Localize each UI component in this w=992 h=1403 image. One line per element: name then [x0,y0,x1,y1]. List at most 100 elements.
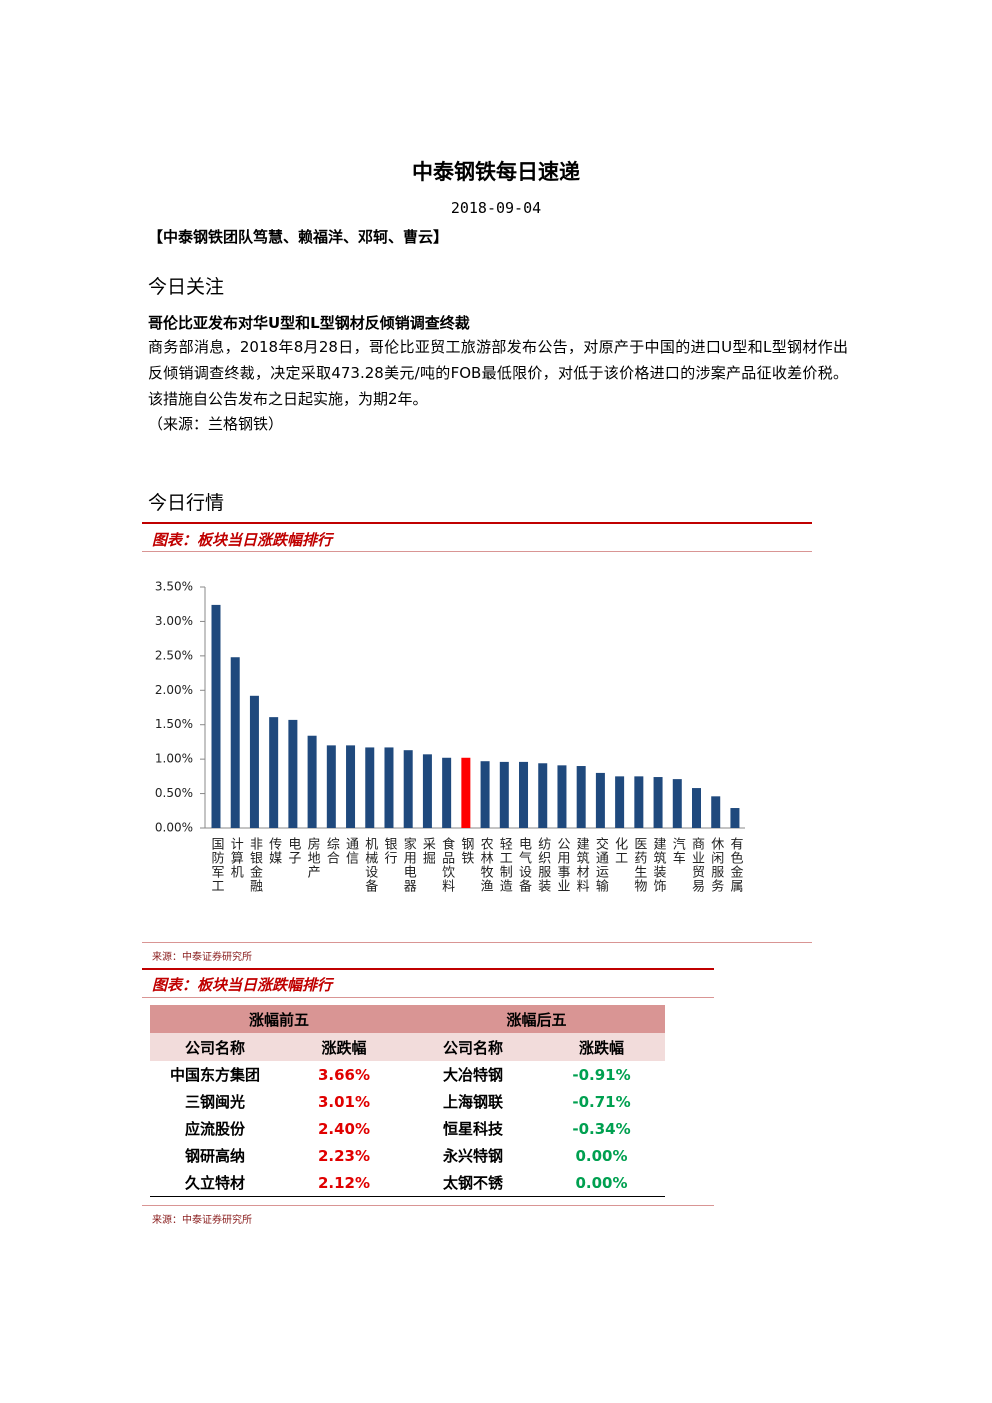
table: 涨幅前五 涨幅后五 公司名称 涨跌幅 公司名称 涨跌幅 中国东方集团 3.66% 大… [150,1005,665,1197]
section-heading: 今日关注 [148,276,225,298]
doc-title: 中泰钢铁每日速递 [412,160,580,184]
rule [142,968,714,970]
bar [672,779,682,828]
table-header: 涨幅前五 涨幅后五 [150,1005,665,1033]
company-cell: 上海钢联 [442,1093,503,1111]
company-cell: 三钢闽光 [184,1093,245,1111]
table-row: 钢研高纳 2.23% 永兴特钢 0.00% [150,1142,665,1169]
y-tick-label: 0.50% [155,786,193,800]
y-tick-label: 0.00% [155,821,193,835]
x-tick-label: 食品饮料 [439,836,455,893]
x-tick-label: 建筑材料 [574,837,590,893]
x-tick-label: 通信 [343,837,359,865]
x-tick-label: 公用事业 [554,837,570,893]
company-cell: 恒星科技 [442,1120,503,1138]
bar [615,776,625,828]
x-tick-label: 传媒 [266,837,282,865]
bar [461,757,471,828]
rule [142,997,714,998]
bar [692,788,701,828]
doc-date: 2018-09-04 [450,199,542,217]
bar [442,757,452,828]
y-tick-label: 2.00% [155,683,193,697]
table-row: 应流股份 2.40% 恒星科技 -0.34% [150,1115,665,1142]
bar [365,747,375,828]
bar [230,657,240,828]
table-row: 中国东方集团 3.66% 大冶特钢 -0.91% [150,1061,665,1088]
bar [422,754,432,828]
column-header: 公司名称 [408,1033,538,1061]
change-cell: -0.71% [572,1092,631,1111]
headline: 哥伦比亚发布对华U型和L型钢材反倾销调查终裁 [148,314,470,332]
x-tick-label: 计算机 [228,837,244,879]
x-tick-label: 汽车 [670,837,686,865]
x-tick-label: 交通运输 [593,836,609,893]
rule [142,522,812,524]
source: （来源：兰格钢铁） [148,415,284,433]
y-tick-label: 1.00% [155,752,193,766]
company-cell: 中国东方集团 [169,1066,260,1084]
company-cell: 久立特材 [184,1174,245,1192]
chart-source: 来源：中泰证券研究所 [152,952,252,963]
x-tick-label: 综合 [324,837,340,865]
y-tick-label: 1.50% [155,717,193,731]
bar [538,763,548,828]
change-cell: 3.01% [317,1092,371,1111]
bar [499,761,509,828]
bar [557,765,567,828]
bar [249,695,259,828]
rule [142,1205,714,1206]
group-header: 涨幅后五 [408,1005,665,1033]
x-tick-label: 电气设备 [516,837,532,893]
change-cell: 2.12% [317,1173,371,1192]
change-cell: 0.00% [575,1173,628,1192]
x-tick-label: 商业贸易 [689,837,705,893]
group-header: 涨幅前五 [150,1005,408,1033]
bar [480,761,490,828]
change-cell: 0.00% [575,1146,628,1165]
table-row: 三钢闽光 3.01% 上海钢联 -0.71% [150,1088,665,1115]
company-cell: 太钢不锈 [442,1174,503,1192]
x-tick-label: 非银金融 [247,837,263,893]
column-header: 公司名称 [150,1033,280,1061]
bar [519,761,529,828]
x-tick-label: 家用电器 [401,836,417,893]
bar [730,808,740,828]
change-cell: 3.66% [317,1065,371,1084]
x-tick-label: 电子 [285,837,301,865]
change-cell: -0.91% [572,1065,631,1084]
rule [142,551,812,552]
company-cell: 永兴特钢 [442,1147,503,1165]
x-tick-label: 钢铁 [458,837,474,865]
column-header: 涨跌幅 [280,1033,408,1061]
paragraph: 商务部消息，2018年8月28日，哥伦比亚贸工旅游部发布公告，对原产于中国的进口… [148,338,848,408]
x-tick-label: 有色金属 [727,837,743,893]
section-heading: 今日行情 [148,492,225,514]
x-tick-label: 国防军工 [209,837,225,893]
x-tick-label: 房地产 [305,836,321,879]
company-cell: 大冶特钢 [442,1066,503,1084]
y-tick-label: 2.50% [155,648,193,662]
x-tick-label: 轻工制造 [497,837,513,893]
change-cell: 2.40% [317,1119,371,1138]
bar [634,776,644,828]
bar [211,604,221,828]
bar [307,735,317,828]
x-tick-label: 采掘 [420,837,436,865]
x-tick-label: 医药生物 [631,837,647,893]
change-cell: -0.34% [572,1119,631,1138]
bar [653,777,663,828]
x-tick-label: 建筑装饰 [651,837,667,893]
company-cell: 应流股份 [184,1120,245,1138]
y-tick-label: 3.50% [155,580,193,594]
bar [269,717,279,828]
table-body: 中国东方集团 3.66% 大冶特钢 -0.91% 三钢闽光 3.01% 上海钢联 -0.71%… [150,1061,665,1197]
table-source: 来源：中泰证券研究所 [152,1215,252,1226]
table-subheader: 公司名称 涨跌幅 公司名称 涨跌幅 [150,1033,665,1061]
change-cell: 2.23% [317,1146,371,1165]
y-tick-label: 3.00% [155,614,193,628]
authors: 【中泰钢铁团队笃慧、赖福洋、邓轲、曹云】 [148,228,449,246]
bar [384,747,394,828]
